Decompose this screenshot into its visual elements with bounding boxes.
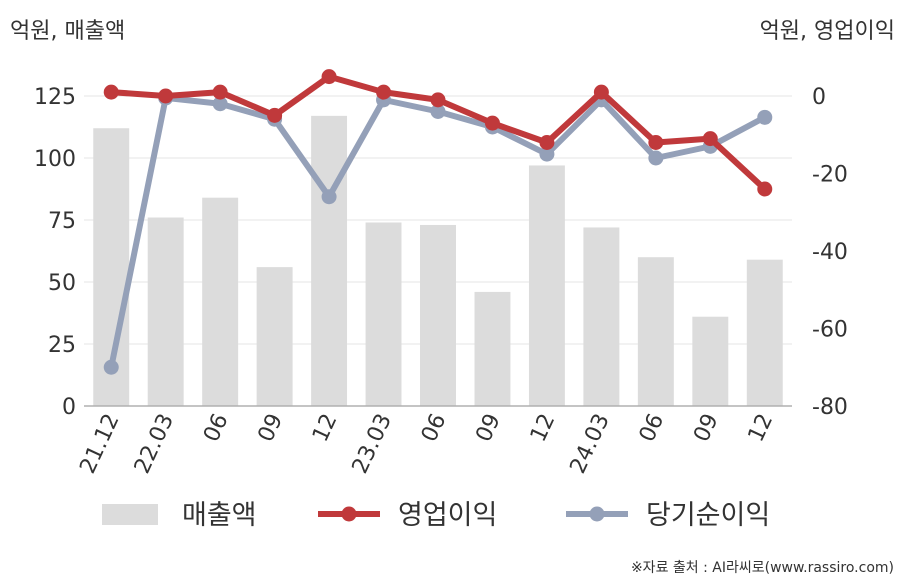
series-point xyxy=(376,84,392,100)
bar xyxy=(311,115,348,406)
legend-marker xyxy=(589,506,605,522)
legend: 매출액 영업이익 당기순이익 xyxy=(102,500,770,531)
series-point xyxy=(103,359,119,375)
series-point xyxy=(321,189,337,205)
x-tick-label: 22.03 xyxy=(130,410,179,478)
left-tick-label: 125 xyxy=(34,85,76,110)
series-point xyxy=(648,150,664,166)
x-tick-label: 09 xyxy=(254,410,288,446)
bar xyxy=(202,197,239,406)
x-tick-label: 06 xyxy=(199,410,233,446)
x-tick-label: 12 xyxy=(308,410,342,446)
series-point xyxy=(267,107,283,123)
legend-swatch xyxy=(102,504,158,525)
series-point xyxy=(539,146,555,162)
series-point xyxy=(321,69,337,85)
right-tick-label: -40 xyxy=(812,240,848,265)
series-point xyxy=(757,181,773,197)
series-point xyxy=(158,88,174,104)
series-point xyxy=(484,115,500,131)
bar xyxy=(583,227,620,406)
left-tick-label: 25 xyxy=(48,333,76,358)
bar xyxy=(474,291,511,406)
bar xyxy=(746,259,783,406)
series-point xyxy=(648,135,664,150)
bar xyxy=(365,222,402,406)
left-axis-ticks: 0 25 50 75 100 125 xyxy=(34,85,76,420)
bar xyxy=(637,257,674,406)
x-tick-label: 09 xyxy=(471,410,505,446)
legend-marker xyxy=(341,506,357,522)
series-point xyxy=(212,84,228,100)
series-point xyxy=(430,104,446,119)
bar xyxy=(147,217,184,406)
bar-series xyxy=(93,115,783,407)
source-note: ※자료 출처 : AI라씨로(www.rassiro.com) xyxy=(631,560,894,576)
x-tick-label: 23.03 xyxy=(348,410,397,478)
left-tick-label: 75 xyxy=(48,209,76,234)
bar xyxy=(528,165,565,406)
series-point xyxy=(593,84,609,100)
x-tick-label: 12 xyxy=(526,410,560,446)
bar xyxy=(256,267,293,406)
left-tick-label: 0 xyxy=(62,395,76,420)
x-tick-label: 21.12 xyxy=(75,410,124,478)
bar xyxy=(420,224,456,406)
legend-label: 매출액 xyxy=(182,500,257,531)
series-point xyxy=(103,84,119,100)
right-tick-label: 0 xyxy=(812,85,826,110)
series-point xyxy=(757,109,773,125)
right-tick-label: -80 xyxy=(812,395,848,420)
right-axis-ticks: 0 -20 -40 -60 -80 xyxy=(812,85,848,420)
series-point xyxy=(212,96,228,112)
bar xyxy=(692,316,729,406)
right-tick-label: -60 xyxy=(812,318,848,343)
line-series xyxy=(103,69,773,375)
x-tick-label: 12 xyxy=(744,410,778,446)
x-tick-label: 24.03 xyxy=(566,410,615,478)
left-tick-label: 100 xyxy=(34,147,76,172)
series-point xyxy=(702,131,718,147)
left-tick-label: 50 xyxy=(48,271,76,296)
legend-label: 당기순이익 xyxy=(646,500,770,531)
series-point xyxy=(539,135,555,150)
right-axis-label: 억원, 영업이익 xyxy=(760,19,895,44)
x-tick-label: 06 xyxy=(635,410,669,446)
legend-label: 영업이익 xyxy=(398,500,497,531)
x-axis-ticks: 21.12 22.03 06 09 12 23.03 06 09 12 24.03 06 09 12 xyxy=(75,410,778,478)
x-tick-label: 06 xyxy=(417,410,451,446)
x-tick-label: 09 xyxy=(689,410,723,446)
right-tick-label: -20 xyxy=(812,163,848,188)
series-point xyxy=(430,92,446,108)
left-axis-label: 억원, 매출액 xyxy=(10,19,125,44)
